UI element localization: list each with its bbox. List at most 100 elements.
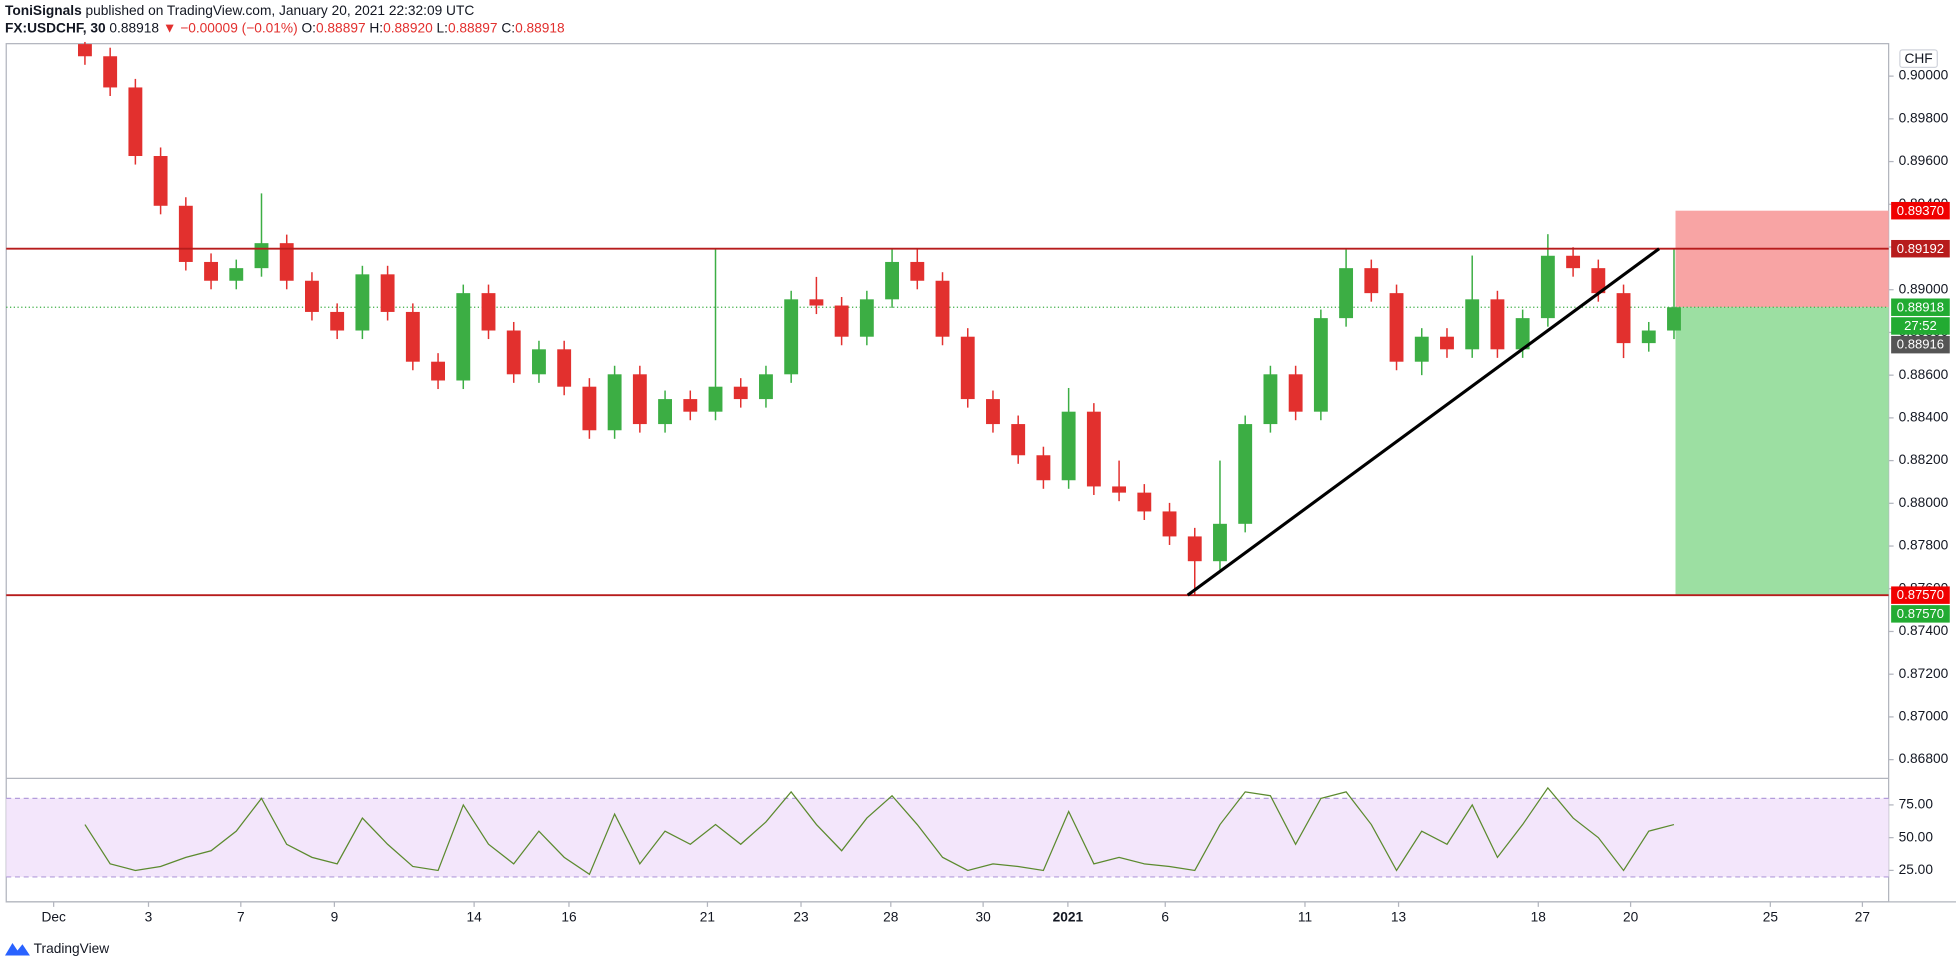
candle-body xyxy=(405,311,420,362)
x-tick-label: 6 xyxy=(1161,910,1169,925)
ohlc-key: O: xyxy=(302,20,316,35)
y-tick-label: 50.00 xyxy=(1899,829,1934,844)
last-price: 0.88918 xyxy=(109,20,159,35)
candle-body xyxy=(77,44,92,57)
price-tag xyxy=(1891,239,1950,258)
price-tag-label: 0.89370 xyxy=(1897,203,1944,218)
rsi-line xyxy=(84,786,1675,876)
rsi-band xyxy=(6,798,1889,877)
x-tick-label: 21 xyxy=(700,910,715,925)
candle-body xyxy=(1263,374,1278,425)
candle-body xyxy=(1112,486,1127,493)
price-tag xyxy=(1891,586,1950,604)
candle-body xyxy=(330,311,345,331)
x-tick-label: 27 xyxy=(1855,910,1870,925)
x-tick-label: 7 xyxy=(237,910,245,925)
candle-body xyxy=(1616,293,1631,344)
price-tag-label: 0.87570 xyxy=(1897,587,1944,602)
candle-body xyxy=(1667,307,1681,331)
price-tag-label: 27:52 xyxy=(1904,318,1937,333)
candle-body xyxy=(1641,330,1656,344)
candle-body xyxy=(1389,293,1404,362)
candle-body xyxy=(431,361,445,381)
candle-body xyxy=(103,56,118,88)
candle-body xyxy=(279,243,294,281)
candle-body xyxy=(1137,492,1152,512)
x-tick-label: Dec xyxy=(41,910,66,925)
x-tick-label: 16 xyxy=(561,910,577,925)
candle-body xyxy=(834,305,849,337)
candle-body xyxy=(658,399,673,425)
candle-body xyxy=(607,374,622,431)
price-tag xyxy=(1891,317,1950,335)
candle-body xyxy=(885,261,900,300)
price-tag xyxy=(1891,298,1950,316)
candle-body xyxy=(1061,411,1076,481)
candle-body xyxy=(809,299,824,306)
candle-body xyxy=(910,261,925,281)
y-tick-label: 0.88600 xyxy=(1899,367,1949,382)
candle-body xyxy=(1313,318,1328,412)
candle-body xyxy=(784,299,799,375)
candle-body xyxy=(254,243,269,269)
candle-body xyxy=(1162,511,1177,537)
y-tick-label: 25.00 xyxy=(1899,862,1934,877)
candle-body xyxy=(380,274,395,312)
x-tick-label: 20 xyxy=(1623,910,1639,925)
candle-body xyxy=(1187,536,1202,562)
x-tick-label: 9 xyxy=(331,910,339,925)
candle-body xyxy=(456,293,471,381)
ohlc-value: 0.88897 xyxy=(316,20,366,35)
ohlc-key: L: xyxy=(437,20,448,35)
candle-body xyxy=(759,374,773,400)
price-tag xyxy=(1891,201,1950,220)
y-tick-label: 0.86800 xyxy=(1899,751,1949,766)
y-tick-label: 0.87000 xyxy=(1899,709,1949,724)
target-zone xyxy=(1675,307,1889,596)
price-tag-label: 0.89192 xyxy=(1897,241,1944,256)
ohlc-key: H: xyxy=(369,20,383,35)
candle-body xyxy=(1515,318,1530,350)
candle-body xyxy=(1440,336,1454,350)
x-tick-label: 23 xyxy=(793,910,809,925)
title: published on TradingView.com, January 20… xyxy=(86,3,475,18)
candle-body xyxy=(506,330,521,375)
y-tick-label: 0.89800 xyxy=(1899,110,1949,125)
candle-body xyxy=(1011,424,1026,456)
candle-body xyxy=(1213,523,1227,562)
symbol: FX:USDCHF, 30 xyxy=(5,20,106,35)
candle-body xyxy=(986,399,1000,425)
y-tick-label: 0.87200 xyxy=(1899,666,1949,681)
candle-body xyxy=(1364,268,1379,294)
header-title: ToniSignals published on TradingView.com… xyxy=(5,3,474,18)
candle-body xyxy=(683,399,698,412)
candle-body xyxy=(305,280,319,312)
candle-body xyxy=(557,349,572,387)
price-tag-label: 0.87570 xyxy=(1897,606,1944,621)
candle-body xyxy=(532,349,546,375)
candle-body xyxy=(582,386,597,431)
candle-body xyxy=(1414,336,1429,362)
ohlc-value: 0.88897 xyxy=(448,20,498,35)
candle-body xyxy=(960,336,975,400)
candle-body xyxy=(708,386,723,412)
x-tick-label: 2021 xyxy=(1053,910,1084,925)
price-tag-label: 0.88916 xyxy=(1897,337,1944,352)
y-tick-label: 0.87800 xyxy=(1899,538,1949,553)
header-symbol: FX:USDCHF, 30 0.88918 ▼ −0.00009 (−0.01%… xyxy=(5,20,565,35)
trendline xyxy=(1186,247,1661,597)
brand-logo xyxy=(4,943,30,956)
candle-body xyxy=(935,280,950,337)
y-tick-label: 0.87400 xyxy=(1899,623,1949,638)
candle-body xyxy=(859,299,874,337)
price-tag xyxy=(1891,605,1950,623)
x-tick-label: 3 xyxy=(145,910,153,925)
candle-body xyxy=(1465,299,1480,350)
ohlc-key: C: xyxy=(501,20,515,35)
y-tick-label: 0.88400 xyxy=(1899,410,1949,425)
ohlc-value: 0.88920 xyxy=(383,20,433,35)
y-tick-label: 0.89000 xyxy=(1899,281,1949,296)
x-tick-label: 13 xyxy=(1391,910,1407,925)
